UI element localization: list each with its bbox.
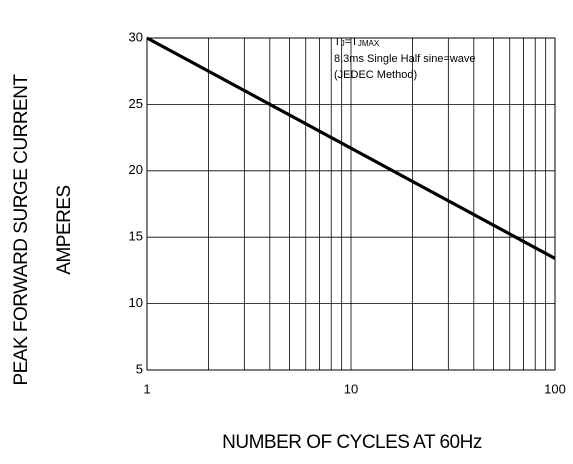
x-tick-label: 10 xyxy=(344,381,358,396)
y-tick-label: 25 xyxy=(129,96,143,111)
plot-frame xyxy=(146,37,556,371)
y-tick-label: 20 xyxy=(129,162,143,177)
y-axis-label: PEAK FORWARD SURGE CURRENT xyxy=(11,74,32,386)
y-tick-label: 30 xyxy=(129,29,143,44)
annotation: 8.3ms Single Half sine=wave xyxy=(334,53,476,65)
y-tick-label: 15 xyxy=(129,229,143,244)
condition-t: T xyxy=(334,36,341,48)
y-axis-label: AMPERES xyxy=(54,185,75,274)
y-tick-label: 10 xyxy=(129,295,143,310)
data-line xyxy=(146,36,556,260)
x-tick-label: 100 xyxy=(544,381,566,396)
condition: TJ=TJMAX xyxy=(334,36,380,48)
y-tick-label: 5 xyxy=(136,361,143,376)
x-tick-label: 1 xyxy=(143,381,150,396)
condition-sub: JMAX xyxy=(358,39,380,48)
x-axis-label: NUMBER OF CYCLES AT 60Hz xyxy=(222,432,482,453)
condition-sub: J xyxy=(341,39,345,48)
annotation: (JEDEC Method) xyxy=(334,69,417,81)
condition-eq: =T xyxy=(345,36,358,48)
